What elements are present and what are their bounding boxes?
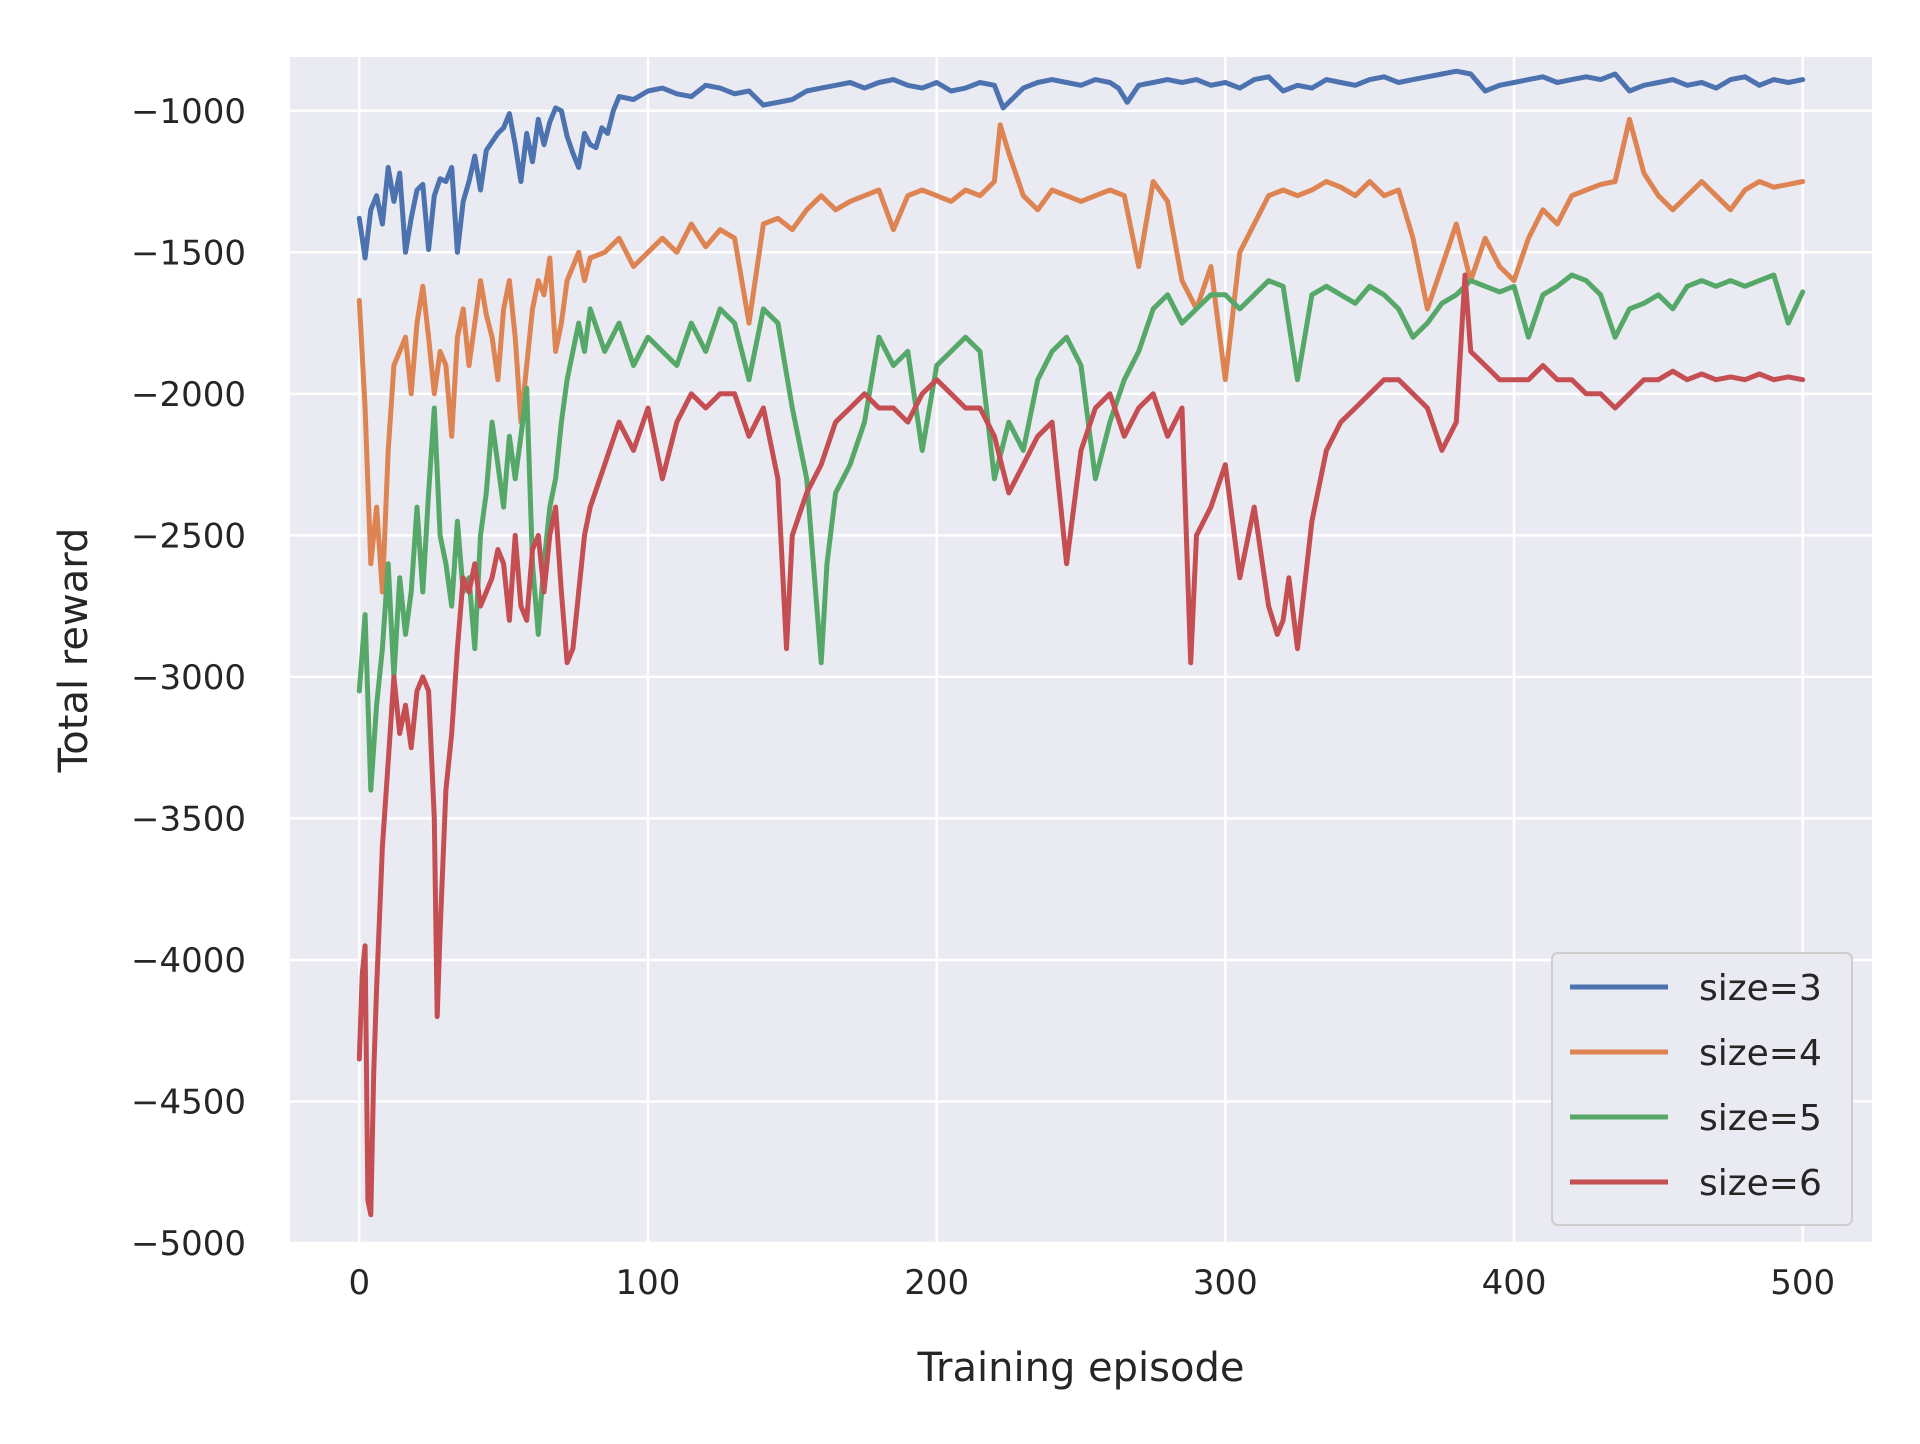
y-tick-label: −1000 xyxy=(131,92,246,132)
legend-label: size=5 xyxy=(1699,1098,1822,1139)
legend-label: size=6 xyxy=(1699,1163,1822,1204)
legend-box xyxy=(1551,952,1853,1226)
x-tick-label: 300 xyxy=(1193,1263,1258,1303)
y-tick-label: −2000 xyxy=(131,375,246,415)
x-tick-label: 400 xyxy=(1482,1263,1547,1303)
y-axis-label: Total reward xyxy=(51,528,97,774)
tick-labels: 0 100 200 300 400 500 −5000 −4500 −4000 −3500 −300… xyxy=(131,92,1835,1303)
series-line-size-3 xyxy=(356,68,1806,261)
legend-label: size=3 xyxy=(1699,968,1822,1009)
legend: size=3 size=4 size=5 size=6 xyxy=(1551,952,1853,1226)
grid-lines xyxy=(290,57,1872,1245)
x-tick-label: 500 xyxy=(1770,1263,1835,1303)
series-lines xyxy=(356,68,1806,1218)
y-tick-label: −3000 xyxy=(131,658,246,698)
legend-label: size=4 xyxy=(1699,1033,1822,1074)
x-tick-label: 200 xyxy=(904,1263,969,1303)
x-axis-label: Training episode xyxy=(917,1345,1245,1391)
y-tick-label: −5000 xyxy=(131,1224,246,1264)
x-tick-label: 0 xyxy=(348,1263,370,1303)
y-tick-label: −2500 xyxy=(131,516,246,556)
y-tick-label: −1500 xyxy=(131,233,246,273)
series-line-size-5 xyxy=(356,272,1806,793)
series-line-size-6 xyxy=(356,272,1806,1218)
y-tick-label: −4500 xyxy=(131,1082,246,1122)
y-tick-label: −4000 xyxy=(131,941,246,981)
x-tick-label: 100 xyxy=(616,1263,681,1303)
y-tick-label: −3500 xyxy=(131,799,246,839)
series-line-size-4 xyxy=(356,116,1806,595)
